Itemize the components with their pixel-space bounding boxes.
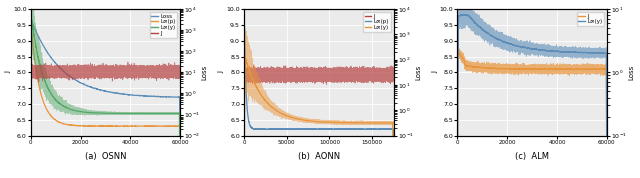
Y-axis label: Loss: Loss [202,65,208,80]
Y-axis label: J: J [6,71,12,73]
Legend: J, L∞(p), L∞(y): J, L∞(p), L∞(y) [363,12,391,32]
Title: (b)  AONN: (b) AONN [298,152,340,161]
Y-axis label: J: J [219,71,225,73]
Title: (a)  OSNN: (a) OSNN [84,152,126,161]
Y-axis label: Loss: Loss [628,65,634,80]
Title: (c)  ALM: (c) ALM [515,152,549,161]
Legend: J, L∞(y): J, L∞(y) [577,12,604,26]
Y-axis label: Loss: Loss [415,65,421,80]
Legend: Loss, L∞(p), L∞(y), J: Loss, L∞(p), L∞(y), J [150,12,177,38]
Y-axis label: J: J [432,71,438,73]
